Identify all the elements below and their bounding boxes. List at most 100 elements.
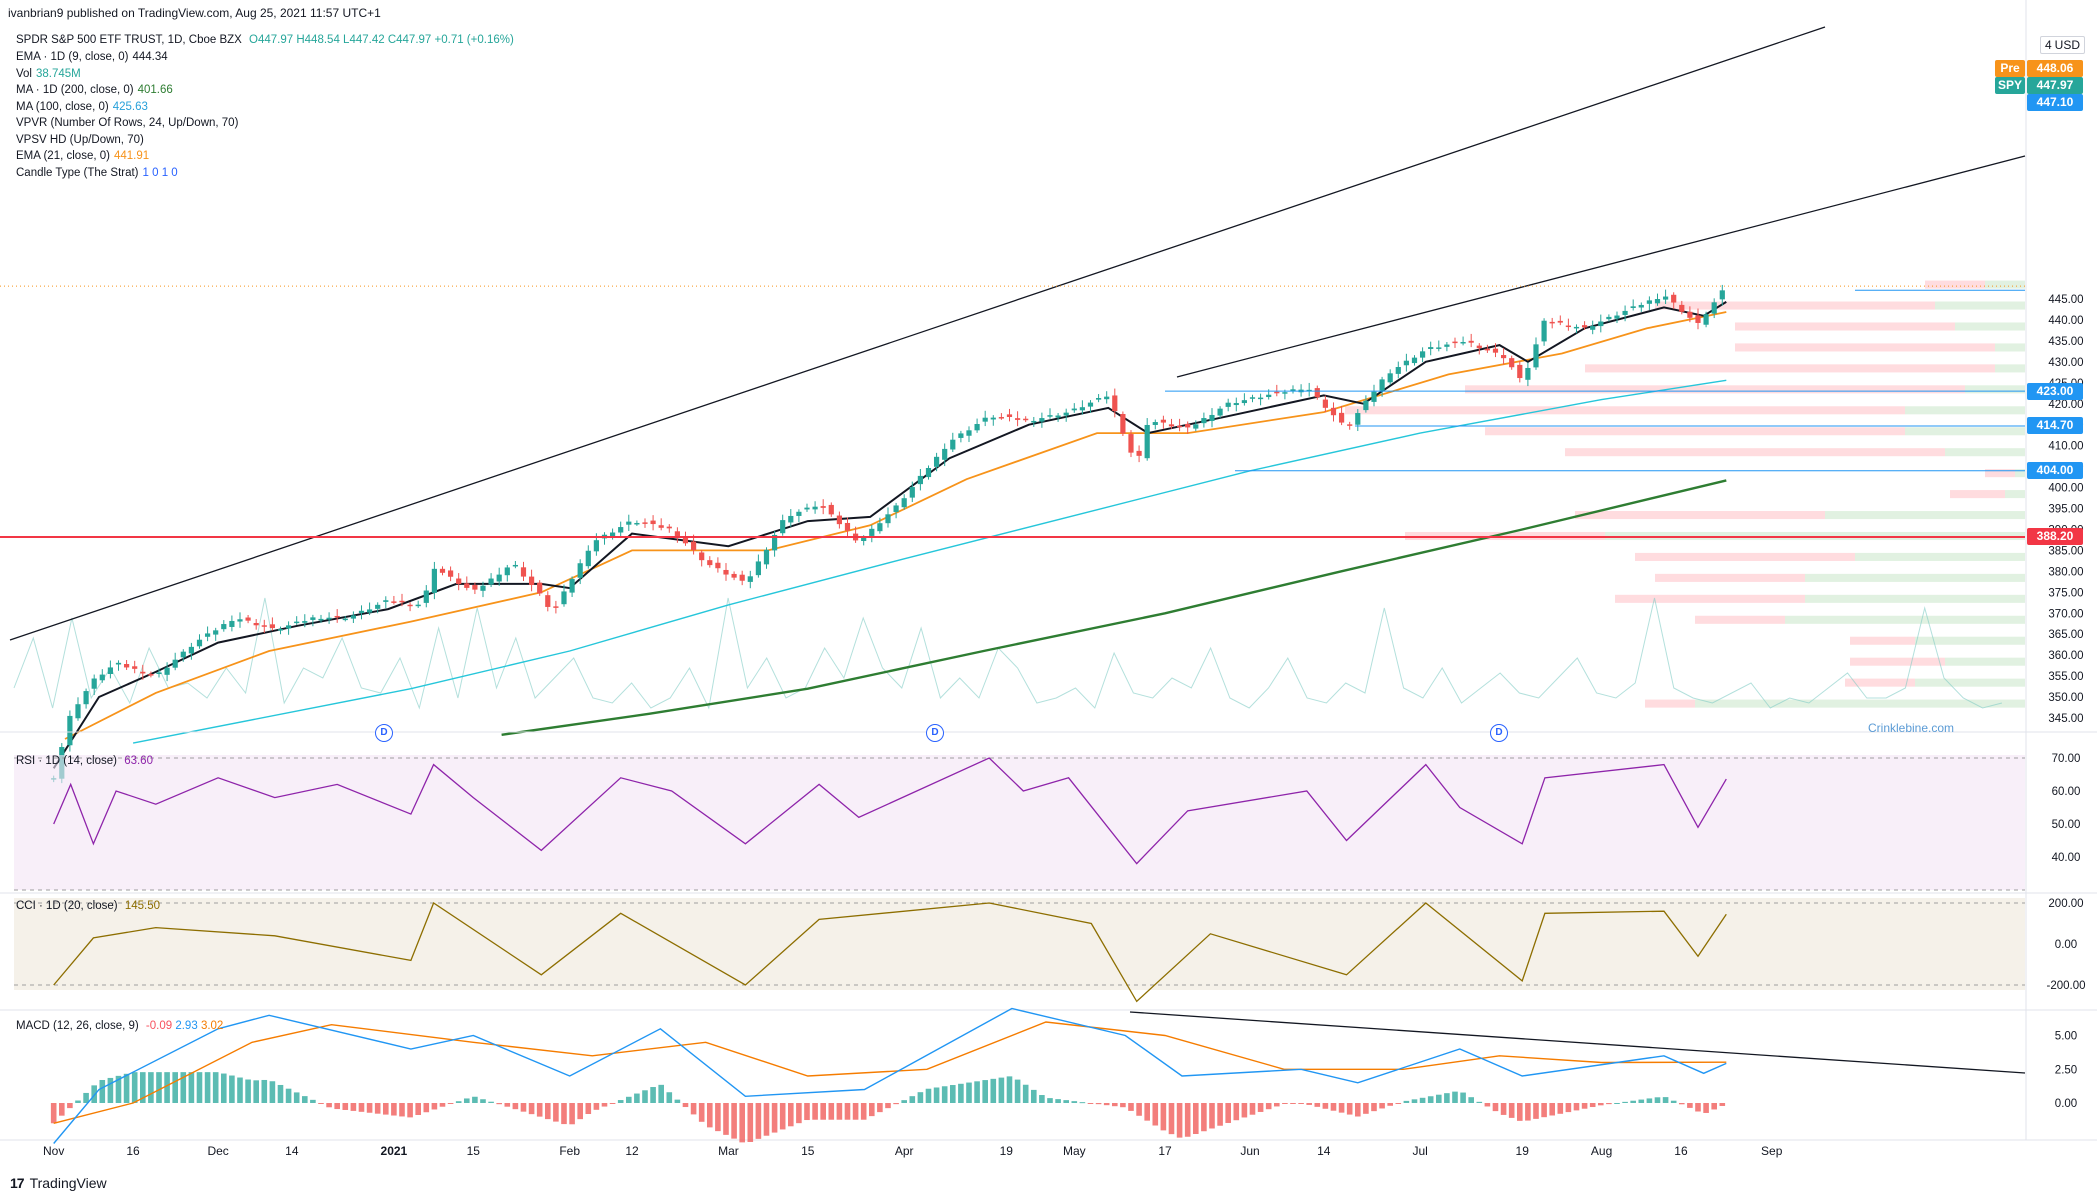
macd-histogram-bar — [1435, 1094, 1442, 1103]
volume-line — [13, 597, 2003, 710]
candle-body — [609, 532, 616, 538]
macd-histogram-bar — [1403, 1100, 1410, 1103]
macd-histogram-bar — [779, 1103, 786, 1130]
time-tick-label: May — [1063, 1144, 1086, 1158]
macd-tick-label: 5.00 — [2055, 1031, 2077, 1043]
ohlc-open: O447.97 — [249, 34, 294, 46]
macd-histogram-bar — [1265, 1103, 1272, 1110]
macd-histogram-bar — [561, 1103, 567, 1125]
candle-body — [1257, 397, 1264, 400]
time-tick-label: Mar — [718, 1144, 739, 1158]
dividend-icon[interactable]: D — [926, 724, 944, 742]
currency-label[interactable]: 4 USD — [2039, 36, 2085, 54]
legend-item[interactable]: Vol 38.745M — [16, 67, 81, 82]
candle-body — [1338, 412, 1345, 423]
candle-body — [1711, 302, 1717, 314]
time-tick-label: Nov — [43, 1144, 64, 1158]
macd-histogram-bar — [828, 1103, 835, 1120]
candle-body — [1622, 310, 1628, 315]
macd-histogram-bar — [220, 1073, 227, 1103]
tradingview-logo[interactable]: 17 TradingView — [10, 1175, 107, 1191]
macd-histogram-bar — [1136, 1103, 1142, 1116]
candle-body — [1460, 341, 1466, 344]
macd-histogram-bar — [1006, 1076, 1013, 1103]
macd-line-value: 2.93 — [175, 1020, 198, 1032]
macd-histogram-bar — [358, 1103, 365, 1112]
candle-body — [1136, 450, 1142, 456]
macd-histogram-bar — [1687, 1103, 1693, 1108]
volume-profile-down — [1850, 657, 1945, 666]
macd-histogram-bar — [1557, 1103, 1564, 1114]
volume-profile-down — [1850, 636, 1915, 645]
ohlc-low: L447.42 — [343, 34, 385, 46]
candle-body — [1492, 348, 1499, 353]
macd-histogram-bar — [1419, 1097, 1426, 1103]
candle-body — [302, 621, 308, 623]
macd-histogram-bar — [925, 1088, 932, 1103]
legend-item[interactable]: MA · 1D (200, close, 0) 401.66 — [16, 83, 173, 98]
macd-histogram-bar — [50, 1103, 57, 1124]
price-tick-label: 370.00 — [2048, 608, 2083, 620]
candle-body — [1509, 358, 1515, 368]
candle-body — [1201, 418, 1207, 424]
candle-body — [1646, 300, 1652, 304]
candle-body — [747, 576, 753, 582]
legend-item[interactable]: VPSV HD (Up/Down, 70) — [16, 133, 148, 148]
macd-histogram-bar — [852, 1103, 859, 1120]
ma100-line — [132, 379, 1727, 744]
rsi-line — [53, 757, 1727, 865]
volume-profile-down — [1695, 615, 1785, 624]
time-tick-label: Jun — [1240, 1144, 1259, 1158]
candle-body — [682, 537, 689, 544]
candle-body — [1403, 360, 1409, 366]
macd-histogram-bar — [1427, 1096, 1434, 1103]
price-tag-value: 447.10 — [2027, 94, 2083, 111]
dividend-icon[interactable]: D — [1490, 724, 1508, 742]
candle-body — [1687, 311, 1693, 318]
time-tick-label: 12 — [625, 1144, 639, 1158]
cci-tick-label: 200.00 — [2048, 898, 2083, 910]
price-tag-value: 447.97 — [2027, 77, 2083, 94]
price-tick-label: 360.00 — [2048, 650, 2083, 662]
candle-body — [1363, 400, 1369, 411]
ema9-line — [52, 301, 1727, 769]
legend-item[interactable]: EMA (21, close, 0) 441.91 — [16, 149, 149, 164]
legend-item-name: EMA · 1D (9, close, 0) — [16, 51, 129, 63]
candle-body — [739, 574, 745, 581]
candle-body — [1679, 304, 1685, 312]
macd-histogram-bar — [83, 1092, 89, 1103]
legend-item[interactable]: VPVR (Number Of Rows, 24, Up/Down, 70) — [16, 116, 242, 131]
candle-body — [974, 424, 980, 431]
dividend-icon[interactable]: D — [375, 724, 393, 742]
macd-histogram-bar — [528, 1103, 535, 1115]
price-tick-label: 435.00 — [2048, 336, 2083, 348]
candle-body — [836, 515, 842, 525]
macd-histogram-bar — [1444, 1093, 1450, 1103]
macd-histogram-bar — [58, 1103, 65, 1116]
candle-body — [1638, 304, 1644, 308]
cci-line — [53, 902, 1727, 1003]
candle-body — [1241, 400, 1247, 404]
volume-profile-up — [1995, 343, 2025, 352]
macd-histogram-bar — [1719, 1103, 1726, 1106]
macd-histogram-bar — [666, 1092, 673, 1103]
time-tick-label: 16 — [1674, 1144, 1688, 1158]
legend-item[interactable]: Candle Type (The Strat) 1 0 1 0 — [16, 166, 178, 181]
macd-histogram-bar — [690, 1103, 697, 1115]
macd-trend-line — [1129, 1011, 2026, 1074]
macd-label: MACD (12, 26, close, 9) — [16, 1020, 139, 1032]
rsi-tick-label: 40.00 — [2052, 852, 2081, 864]
rsi-band — [14, 755, 2025, 890]
macd-histogram-bar — [399, 1103, 405, 1117]
volume-profile-up — [1855, 552, 2025, 561]
macd-histogram-bar — [1630, 1100, 1636, 1103]
macd-histogram-bar — [1071, 1101, 1078, 1103]
legend-item[interactable]: EMA · 1D (9, close, 0) 444.34 — [16, 50, 168, 65]
legend-item[interactable]: MA (100, close, 0) 425.63 — [16, 100, 148, 115]
macd-histogram-bar — [1225, 1103, 1231, 1123]
volume-profile-down — [1345, 406, 1905, 415]
macd-histogram-bar — [844, 1103, 851, 1120]
candle-body — [528, 576, 535, 585]
macd-histogram-bar — [1638, 1099, 1645, 1103]
